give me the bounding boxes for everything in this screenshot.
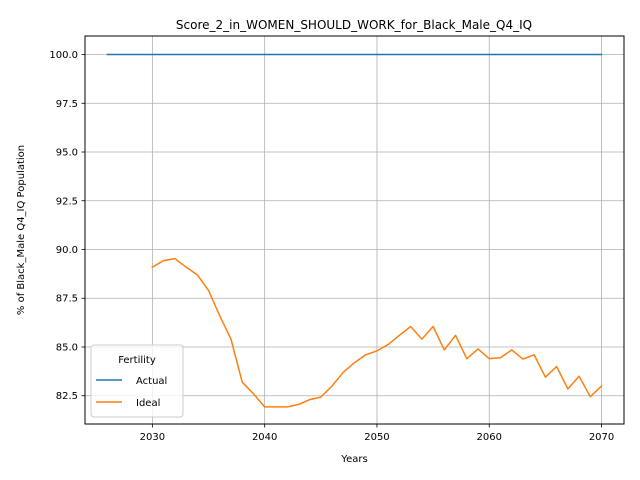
x-tick-label: 2050	[364, 432, 389, 443]
series-line-ideal	[151, 257, 603, 408]
x-axis-label: Years	[340, 454, 367, 465]
plot-frame	[84, 35, 625, 425]
y-axis-label: % of Black_Male Q4_IQ Population	[16, 145, 27, 315]
y-tick-label: 87.5	[56, 294, 78, 305]
x-tick-label: 2030	[140, 432, 165, 443]
y-tick-label: 100.0	[49, 50, 78, 61]
legend-label-actual: Actual	[136, 376, 167, 387]
x-tick-label: 2070	[589, 432, 614, 443]
y-tick-label: 85.0	[56, 342, 78, 353]
legend: Fertility Actual Ideal	[90, 344, 184, 418]
x-tick-label: 2040	[252, 432, 277, 443]
y-tick-label: 97.5	[56, 99, 78, 110]
y-tick-label: 90.0	[56, 245, 78, 256]
x-tick-label: 2060	[477, 432, 502, 443]
y-tick-label: 95.0	[56, 148, 78, 159]
y-tick-label: 82.5	[56, 391, 78, 402]
legend-box	[90, 344, 184, 418]
grid	[85, 36, 624, 424]
axis-ticks: 2030 2040 2050 2060 2070 82.5 85.0 87.5 90.0 92.5…	[49, 50, 614, 443]
legend-title: Fertility	[118, 355, 156, 366]
legend-label-ideal: Ideal	[136, 398, 160, 409]
y-tick-label: 92.5	[56, 196, 78, 207]
chart-title: Score_2_in_WOMEN_SHOULD_WORK_for_Black_M…	[176, 18, 532, 32]
series-lines	[106, 53, 603, 408]
